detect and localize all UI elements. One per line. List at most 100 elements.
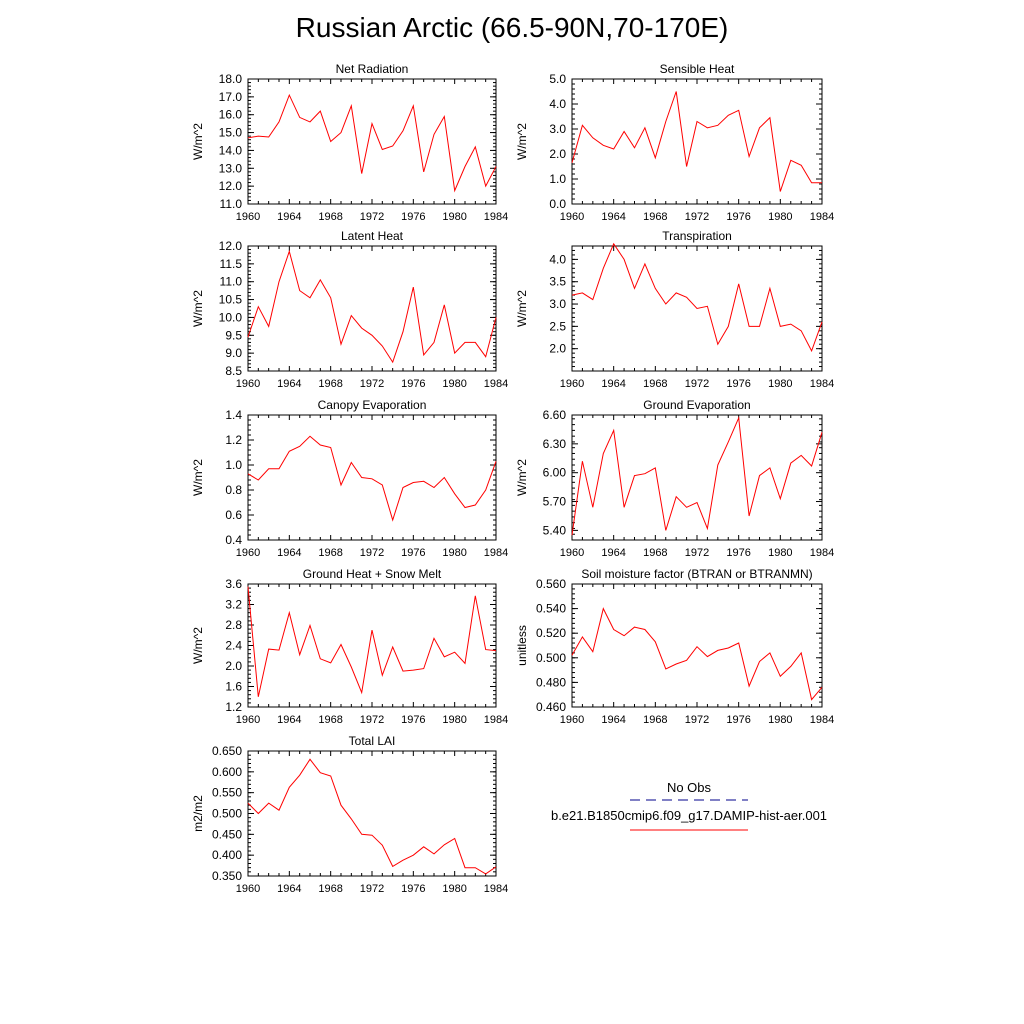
y-tick-label: 2.0: [225, 659, 242, 673]
data-point: [707, 528, 709, 530]
data-point: [330, 662, 332, 664]
x-tick-label: 1964: [601, 714, 625, 726]
plot-frame: [571, 414, 823, 541]
y-tick-label: 2.4: [225, 639, 242, 653]
data-point: [696, 646, 698, 648]
panel-title: Ground Evaporation: [643, 398, 750, 412]
series-line: [571, 607, 823, 701]
data-point: [748, 326, 750, 328]
data-point: [413, 286, 415, 288]
data-point: [602, 608, 604, 610]
data-point: [361, 477, 363, 479]
x-tick-label: 1960: [236, 883, 260, 895]
series-line: [247, 93, 497, 193]
x-tick-label: 1976: [401, 547, 425, 559]
y-tick-label: 3.5: [549, 275, 566, 289]
y-tick-label: 2.0: [549, 147, 566, 161]
data-point: [278, 121, 280, 123]
data-point: [402, 331, 404, 333]
data-point: [340, 804, 342, 806]
data-point: [769, 288, 771, 290]
x-tick-label: 1960: [560, 714, 584, 726]
data-point: [340, 343, 342, 345]
data-point: [790, 323, 792, 325]
y-tick-label: 0.400: [212, 848, 242, 862]
data-point: [444, 844, 446, 846]
data-point: [634, 475, 636, 477]
x-tick-label: 1984: [810, 378, 834, 390]
data-point: [402, 487, 404, 489]
x-tick-label: 1964: [277, 883, 301, 895]
data-point: [454, 838, 456, 840]
data-point: [382, 345, 384, 347]
x-tick-label: 1972: [685, 211, 709, 223]
data-point: [423, 846, 425, 848]
x-tick-label: 1972: [360, 883, 384, 895]
y-tick-label: 0.550: [212, 786, 242, 800]
x-tick-label: 1968: [643, 547, 667, 559]
data-point: [289, 450, 291, 452]
data-point: [686, 507, 688, 509]
data-point: [371, 629, 373, 631]
data-point: [258, 135, 260, 137]
panel-title: Soil moisture factor (BTRAN or BTRANMN): [581, 567, 812, 581]
data-point: [402, 670, 404, 672]
x-tick-label: 1972: [360, 547, 384, 559]
data-point: [258, 813, 260, 815]
y-tick-label: 14.0: [219, 143, 243, 157]
x-tick-label: 1976: [726, 211, 750, 223]
data-point: [811, 699, 813, 701]
data-point: [780, 326, 782, 328]
panel-title: Ground Heat + Snow Melt: [303, 567, 442, 581]
data-point: [371, 334, 373, 336]
data-point: [592, 299, 594, 301]
y-tick-label: 0.350: [212, 869, 242, 883]
series-line: [247, 758, 497, 875]
x-tick-label: 1976: [726, 714, 750, 726]
data-point: [289, 94, 291, 96]
data-point: [392, 866, 394, 868]
data-point: [268, 802, 270, 804]
data-point: [696, 308, 698, 310]
data-point: [748, 156, 750, 158]
y-axis-label: W/m^2: [191, 627, 205, 664]
x-tick-label: 1984: [484, 714, 508, 726]
data-point: [433, 342, 435, 344]
data-point: [268, 648, 270, 650]
data-point: [738, 417, 740, 419]
data-point: [769, 652, 771, 654]
data-point: [644, 473, 646, 475]
x-tick-label: 1980: [768, 378, 792, 390]
data-point: [371, 834, 373, 836]
x-tick-label: 1968: [318, 378, 342, 390]
data-point: [382, 674, 384, 676]
data-point: [289, 251, 291, 253]
data-point: [402, 859, 404, 861]
x-tick-label: 1964: [277, 211, 301, 223]
chart-panel-7: Ground Heat + Snow Melt W/m^2 1960 1964 1968…: [191, 567, 508, 726]
plot-frame: [247, 583, 497, 708]
y-tick-label: 5.70: [543, 495, 567, 509]
y-tick-label: 11.5: [220, 257, 243, 271]
data-point: [644, 629, 646, 631]
y-tick-label: 8.5: [225, 364, 242, 378]
x-tick-label: 1960: [236, 378, 260, 390]
x-tick-label: 1972: [685, 378, 709, 390]
y-tick-label: 1.2: [225, 433, 242, 447]
data-point: [351, 462, 353, 464]
data-point: [475, 595, 477, 597]
data-point: [433, 638, 435, 640]
x-tick-label: 1980: [442, 378, 466, 390]
data-point: [644, 127, 646, 129]
data-point: [727, 114, 729, 116]
data-point: [571, 534, 573, 536]
x-tick-label: 1960: [236, 714, 260, 726]
y-tick-label: 6.00: [543, 466, 567, 480]
data-point: [571, 655, 573, 657]
data-point: [485, 185, 487, 187]
data-point: [780, 675, 782, 677]
data-point: [433, 134, 435, 136]
data-point: [665, 303, 667, 305]
data-point: [289, 786, 291, 788]
